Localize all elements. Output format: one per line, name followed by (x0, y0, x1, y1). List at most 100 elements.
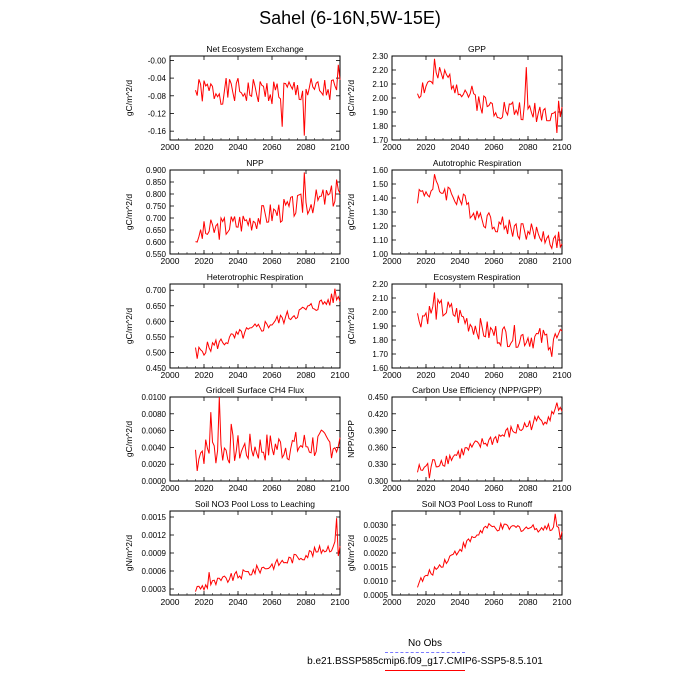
x-tick-label: 2080 (297, 483, 316, 493)
plot-frame (169, 396, 341, 482)
y-tick-label: 2.10 (372, 80, 388, 89)
x-tick-label: 2100 (553, 256, 572, 266)
x-tick-label: 2040 (451, 597, 470, 607)
y-tick-label: 0.0003 (142, 585, 167, 594)
y-tick-label: 0.390 (368, 427, 389, 436)
y-tick-label: 1.50 (372, 180, 388, 189)
x-tick-label: 2000 (161, 483, 180, 493)
y-tick-label: -0.16 (148, 127, 167, 136)
panel-title: GPP (468, 44, 486, 54)
y-axis-label: gN/m^2/d (124, 535, 134, 571)
x-tick-label: 2100 (331, 597, 350, 607)
legend-model: b.e21.BSSP585cmip6.f09_g17.CMIP6-SSP5-8.… (295, 656, 555, 671)
y-tick-label: 0.0015 (364, 563, 389, 572)
y-tick-label: 0.0025 (364, 535, 389, 544)
legend-obs-line (385, 652, 465, 653)
x-tick-label: 2040 (451, 483, 470, 493)
x-tick-label: 2040 (229, 256, 248, 266)
y-tick-label: 0.550 (146, 333, 167, 342)
y-tick-label: 1.60 (372, 364, 388, 373)
y-tick-label: 0.300 (368, 477, 389, 486)
y-axis-label: gC/m^2/d (124, 308, 134, 344)
y-tick-label: 0.650 (146, 302, 167, 311)
x-tick-label: 2000 (383, 256, 402, 266)
y-tick-label: 0.0080 (142, 410, 167, 419)
series-line (195, 396, 341, 471)
panel-10: Soil NO3 Pool Loss to Runoff gN/m^2/d 2000… (346, 499, 572, 607)
y-tick-label: 0.600 (146, 238, 167, 247)
x-tick-label: 2000 (161, 256, 180, 266)
x-tick-label: 2080 (519, 483, 538, 493)
x-tick-label: 2040 (229, 370, 248, 380)
y-tick-label: 0.0012 (142, 531, 167, 540)
x-tick-label: 2020 (417, 142, 436, 152)
y-tick-label: 0.0020 (364, 549, 389, 558)
y-tick-label: 1.20 (372, 222, 388, 231)
y-tick-label: 1.70 (372, 350, 388, 359)
x-tick-label: 2080 (297, 142, 316, 152)
panel-3: NPP gC/m^2/d 2000 2020 2040 2060 2080 2100 0.550… (124, 158, 350, 266)
y-axis-label: NPP/GPP (346, 420, 356, 458)
panel-title: Soil NO3 Pool Loss to Leaching (195, 499, 315, 509)
y-tick-label: 0.750 (146, 202, 167, 211)
y-tick-label: 1.70 (372, 136, 388, 145)
x-tick-label: 2060 (263, 256, 282, 266)
plot-frame (169, 55, 341, 141)
panel-title: Net Ecosystem Exchange (206, 44, 304, 54)
y-tick-label: 0.900 (146, 166, 167, 175)
x-tick-label: 2000 (161, 142, 180, 152)
x-tick-label: 2080 (519, 370, 538, 380)
x-tick-label: 2060 (263, 142, 282, 152)
x-tick-label: 2040 (229, 483, 248, 493)
y-tick-label: 0.0040 (142, 443, 167, 452)
x-tick-label: 2080 (519, 142, 538, 152)
y-tick-label: 1.90 (372, 322, 388, 331)
panel-9: Soil NO3 Pool Loss to Leaching gN/m^2/d 20… (124, 499, 350, 607)
x-tick-label: 2060 (485, 483, 504, 493)
plot-frame (391, 510, 563, 596)
x-tick-label: 2100 (553, 370, 572, 380)
y-tick-label: 0.330 (368, 460, 389, 469)
x-tick-label: 2000 (383, 597, 402, 607)
series-line (417, 292, 563, 357)
y-tick-label: 0.0006 (142, 567, 167, 576)
x-tick-label: 2020 (417, 597, 436, 607)
x-tick-label: 2060 (263, 370, 282, 380)
series-line (417, 58, 563, 134)
plot-frame (169, 283, 341, 369)
x-tick-label: 2060 (485, 370, 504, 380)
y-tick-label: 0.500 (146, 348, 167, 357)
y-axis-label: gN/m^2/d (346, 535, 356, 571)
y-axis-label: gC/m^2/d (124, 194, 134, 230)
x-tick-label: 2020 (417, 256, 436, 266)
y-tick-label: 0.0060 (142, 427, 167, 436)
figure-title: Sahel (6-16N,5W-15E) (259, 8, 441, 28)
y-tick-label: 0.800 (146, 190, 167, 199)
x-tick-label: 2100 (553, 483, 572, 493)
y-tick-label: -0.00 (148, 56, 167, 65)
legend-model-label: b.e21.BSSP585cmip6.f09_g17.CMIP6-SSP5-8.… (307, 656, 543, 667)
x-tick-label: 2080 (519, 256, 538, 266)
panel-title: Heterotrophic Respiration (207, 272, 304, 282)
x-tick-label: 2100 (331, 483, 350, 493)
y-tick-label: -0.04 (148, 74, 167, 83)
y-axis-label: gC/m^2/d (346, 194, 356, 230)
y-tick-label: 1.80 (372, 336, 388, 345)
y-tick-label: -0.08 (148, 92, 167, 101)
y-tick-label: 0.0010 (364, 577, 389, 586)
y-tick-label: 0.0030 (364, 521, 389, 530)
y-tick-label: 1.10 (372, 236, 388, 245)
x-tick-label: 2020 (417, 370, 436, 380)
series-line (417, 402, 563, 479)
legend-model-line (385, 670, 465, 671)
x-tick-label: 2100 (553, 142, 572, 152)
y-tick-label: 2.00 (372, 94, 388, 103)
x-tick-label: 2060 (485, 597, 504, 607)
x-tick-label: 2000 (161, 597, 180, 607)
legend-obs: No Obs (320, 638, 530, 653)
y-tick-label: 0.360 (368, 443, 389, 452)
y-tick-label: 1.60 (372, 166, 388, 175)
panel-title: Ecosystem Respiration (434, 272, 521, 282)
y-tick-label: 0.0000 (142, 477, 167, 486)
panel-title: Soil NO3 Pool Loss to Runoff (422, 499, 533, 509)
